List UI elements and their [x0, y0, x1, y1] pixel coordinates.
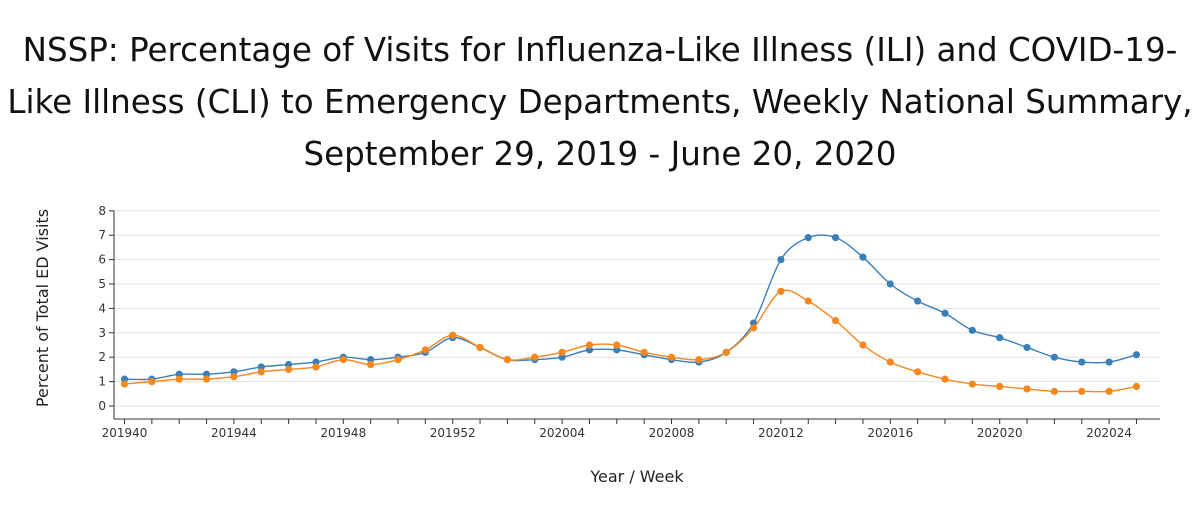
series-2-point: [257, 368, 265, 376]
series-2-point: [394, 356, 402, 364]
x-tick-label: 201948: [320, 426, 366, 440]
series-2-point: [968, 380, 976, 388]
series-2-point: [285, 365, 293, 373]
series-2-point: [996, 382, 1004, 391]
series-2-point: [1132, 382, 1141, 391]
y-tick-label: 8: [98, 204, 106, 218]
series-1-point: [1132, 351, 1141, 359]
series-2-point: [859, 341, 867, 349]
series-1-point: [1023, 343, 1031, 352]
series-2-point: [476, 343, 484, 352]
series-2-point: [148, 378, 156, 386]
series-2-point: [175, 375, 183, 383]
x-tick-label: 202004: [539, 426, 585, 440]
series-2-point: [777, 287, 785, 295]
series-1-line: [124, 234, 1137, 381]
axes: 0 1 2 3 4 5 6 7 8 201940 201944 201948 201952 202004 2…: [98, 204, 1160, 440]
chart-title-line-1: NSSP: Percentage of Visits for Influenza…: [22, 31, 1178, 69]
series-2-point: [1105, 387, 1113, 395]
grid-lines: [114, 210, 1160, 407]
series-2-point: [1050, 387, 1058, 395]
series-1-point: [804, 234, 812, 242]
series-2-point: [832, 317, 840, 325]
series-2-point: [558, 348, 566, 356]
series-2-point: [230, 373, 238, 381]
series-1-point: [777, 256, 785, 264]
y-tick-label: 3: [98, 326, 106, 340]
series-2-point: [1078, 387, 1086, 395]
series-2-point: [503, 356, 511, 364]
series-2: [120, 287, 1141, 395]
x-tick-label: 201940: [102, 426, 148, 440]
series-2-point: [339, 356, 347, 364]
series-2-point: [749, 324, 758, 332]
x-tick-label: 202008: [649, 426, 695, 440]
y-tick-label: 5: [98, 277, 106, 291]
series-2-point: [804, 297, 812, 305]
y-tick-label: 7: [98, 228, 106, 242]
series-2-point: [367, 360, 375, 369]
y-axis-label: Percent of Total ED Visits: [33, 209, 52, 407]
series-2-point: [695, 356, 703, 364]
series-group: [120, 234, 1141, 395]
x-tick-label: 202024: [1086, 426, 1132, 440]
y-tick-label: 2: [98, 350, 106, 364]
x-axis-label: Year / Week: [589, 467, 684, 486]
series-1-point: [914, 297, 922, 305]
series-2-point: [449, 331, 457, 339]
series-2-point: [202, 375, 211, 383]
y-tick-label: 0: [98, 399, 106, 413]
x-tick-label: 202020: [977, 426, 1023, 440]
series-2-point: [421, 346, 429, 354]
series-2-point: [531, 353, 539, 361]
series-1-point: [886, 280, 894, 288]
series-2-line: [124, 289, 1137, 393]
chart-title-line-2: Like Illness (CLI) to Emergency Departme…: [7, 83, 1193, 121]
series-2-point: [640, 348, 648, 356]
series-2-point: [722, 348, 730, 356]
y-tick-label: 6: [98, 253, 106, 267]
series-1-point: [968, 326, 976, 334]
series-2-point: [914, 368, 922, 376]
series-1-point: [1105, 358, 1113, 366]
series-2-point: [120, 380, 129, 388]
chart-title: NSSP: Percentage of Visits for Influenza…: [0, 24, 1200, 180]
series-2-point: [667, 353, 676, 361]
chart-title-line-3: September 29, 2019 - June 20, 2020: [303, 135, 897, 173]
series-1-point: [996, 334, 1004, 342]
series-1-point: [859, 253, 867, 261]
series-2-point: [585, 341, 594, 349]
series-1-point: [941, 309, 949, 317]
series-2-point: [886, 358, 894, 366]
x-tick-label: 201944: [211, 426, 257, 440]
x-tick-label: 202012: [758, 426, 804, 440]
y-tick-label: 4: [98, 301, 106, 315]
series-1-point: [1050, 353, 1058, 361]
series-1-point: [1078, 358, 1086, 366]
x-tick-label: 202016: [867, 426, 913, 440]
series-2-point: [1023, 385, 1031, 393]
series-2-point: [613, 341, 621, 349]
series-2-point: [941, 375, 949, 383]
x-tick-label: 201952: [430, 426, 476, 440]
y-tick-label: 1: [98, 375, 106, 389]
series-2-point: [312, 363, 320, 371]
series-1-point: [832, 234, 840, 242]
